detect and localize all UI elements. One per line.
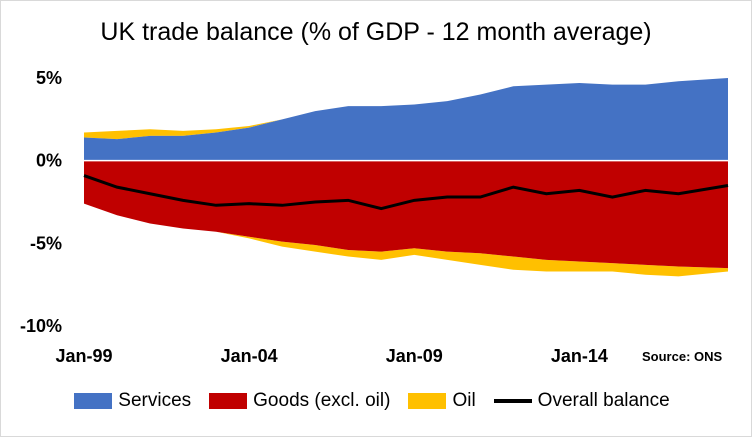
- y-tick-label: 0%: [36, 151, 62, 171]
- services-area: [84, 78, 728, 161]
- x-tick-label: Jan-14: [551, 346, 608, 366]
- y-tick-label: -10%: [20, 316, 62, 336]
- legend-swatch-overall: [493, 399, 532, 403]
- legend-swatch-oil: [408, 393, 447, 409]
- x-axis-ticks: Jan-99 Jan-04 Jan-09 Jan-14: [55, 346, 607, 366]
- source-note: Source: ONS: [642, 349, 723, 364]
- legend-label-services: Services: [118, 390, 192, 411]
- oil-area-positive: [84, 78, 728, 140]
- oil-area-negative: [84, 203, 728, 277]
- legend-swatch-services: [74, 393, 113, 409]
- y-axis-ticks: 5% 0% -5% -10%: [20, 68, 62, 336]
- chart-title: UK trade balance (% of GDP - 12 month av…: [100, 18, 652, 46]
- y-tick-label: 5%: [36, 68, 62, 88]
- chart-legend: Services Goods (excl. oil) Oil Overall b…: [0, 390, 752, 412]
- legend-item-services: Services: [74, 390, 191, 412]
- overall-balance-line: [83, 174, 729, 211]
- legend-swatch-goods: [209, 393, 248, 409]
- legend-item-oil: Oil: [408, 390, 476, 412]
- legend-label-goods: Goods (excl. oil): [253, 390, 391, 411]
- legend-label-oil: Oil: [452, 390, 476, 411]
- chart-areas: [84, 78, 728, 277]
- legend-label-overall: Overall balance: [537, 390, 670, 411]
- x-tick-label: Jan-09: [386, 346, 443, 366]
- y-tick-label: -5%: [30, 233, 62, 253]
- x-tick-label: Jan-04: [221, 346, 278, 366]
- x-tick-label: Jan-99: [55, 346, 112, 366]
- legend-item-goods: Goods (excl. oil): [209, 390, 390, 412]
- goods-area: [84, 160, 728, 269]
- legend-item-overall: Overall balance: [493, 390, 670, 412]
